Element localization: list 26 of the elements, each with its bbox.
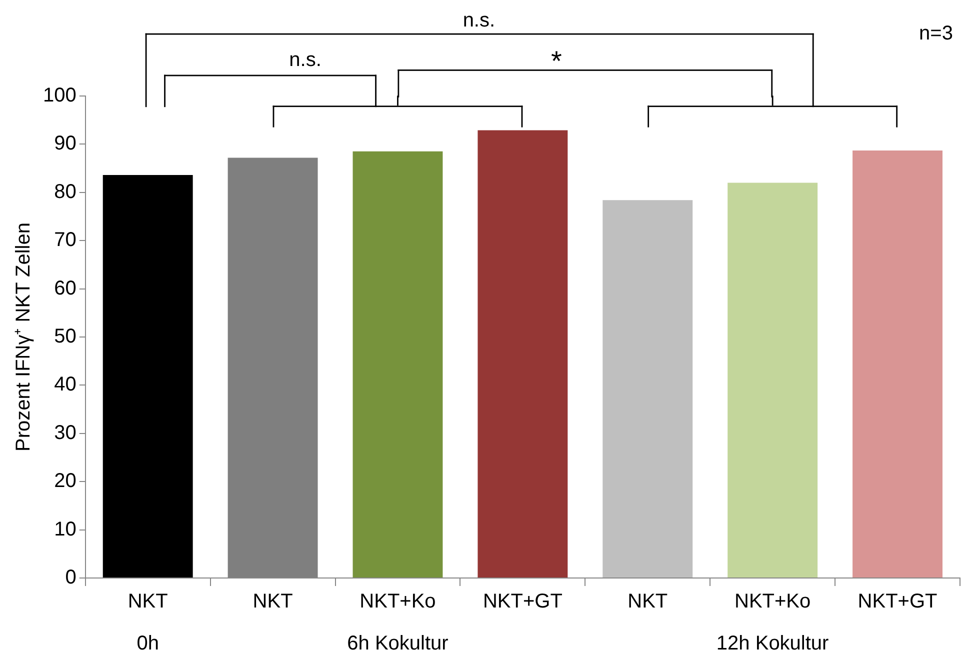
y-tick-label: 60 [54,277,76,300]
y-tick-label: 40 [54,374,76,396]
x-tick-label: NKT [628,590,668,613]
x-tick-label: NKT+GT [858,590,938,613]
y-tick-label: 30 [54,422,76,444]
x-tick-label: NKT+Ko [734,590,811,613]
x-tick-label: NKT [252,590,293,613]
text: 0h [136,632,159,654]
y-tick-label: 90 [54,132,76,155]
x-tick-label: NKT+GT [482,590,562,613]
y-tick-label: 80 [54,180,76,203]
text: * [550,46,562,77]
y-tick-label: 70 [54,229,76,252]
x-tick-label: NKT [128,590,168,613]
text: n=3 [919,22,953,45]
y-tick-label: 0 [65,566,76,589]
text: 6h Kokultur [347,632,449,654]
y-tick-label: 100 [42,84,76,107]
x-tick-label: NKT+Ko [360,590,436,613]
y-axis-title: Prozent IFNγ⁺ NKT Zellen [12,222,35,452]
text: 12h Kokultur [716,632,830,654]
text: n.s. [462,10,496,32]
y-tick-label: 20 [54,470,76,492]
y-tick-label: 10 [54,518,76,540]
y-tick-label: 50 [54,326,76,348]
text: n.s. [289,49,322,72]
